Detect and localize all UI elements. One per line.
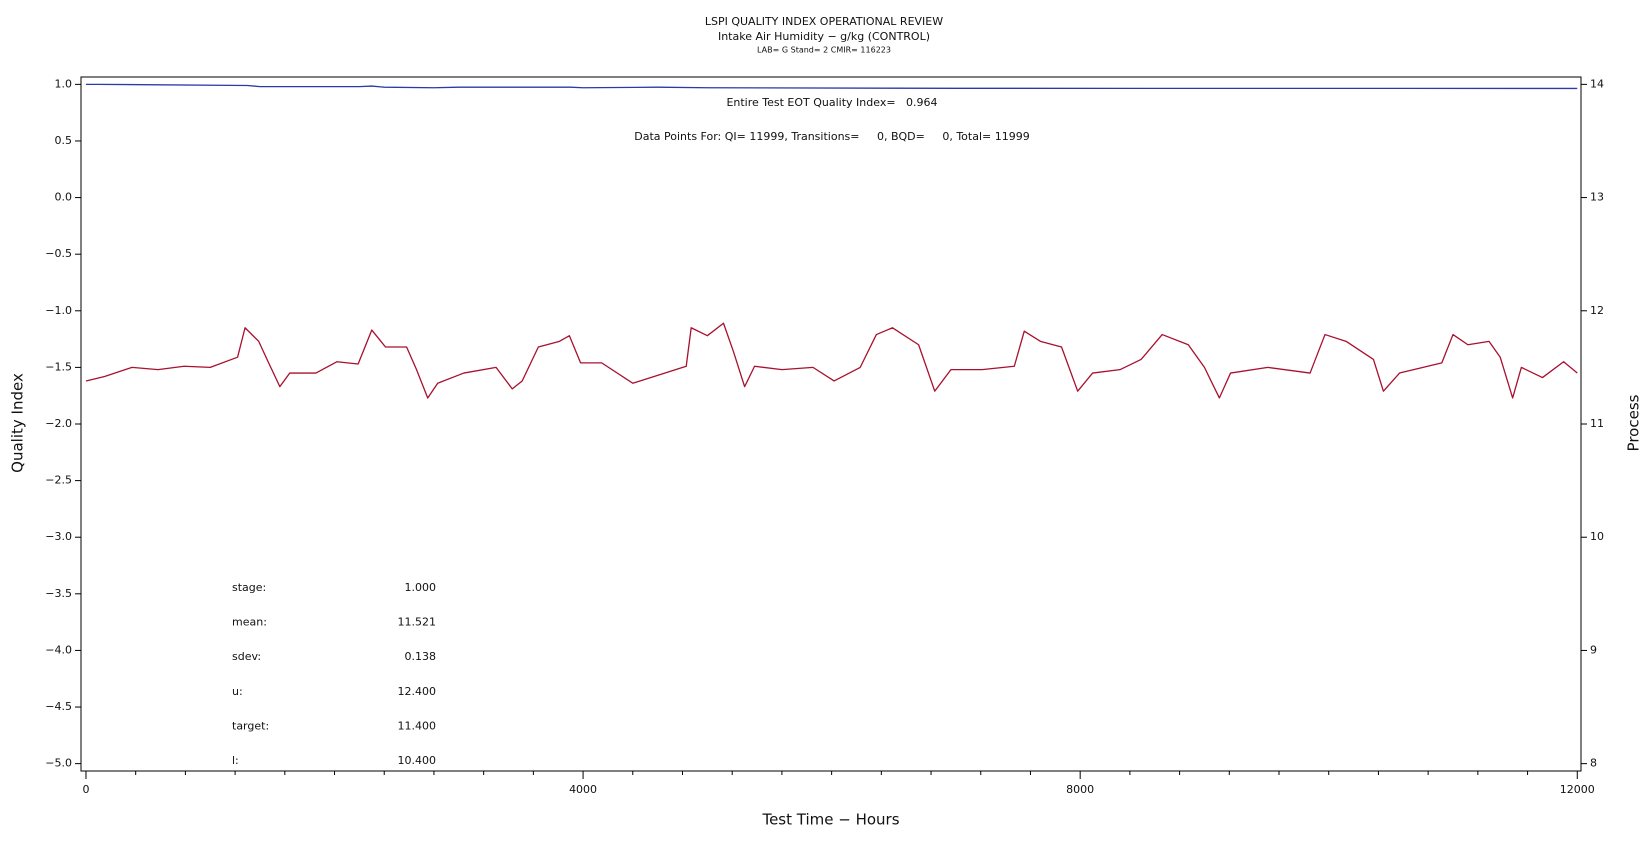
y-tick-label: −3.0 <box>45 530 72 543</box>
stat-label: u: <box>232 685 243 698</box>
stat-label: stage: <box>232 581 266 594</box>
stat-value: 10.400 <box>398 754 437 767</box>
stat-label: mean: <box>232 616 267 629</box>
stat-value: 12.400 <box>398 685 437 698</box>
y2-tick-label: 9 <box>1590 643 1597 656</box>
y-tick-label: −2.0 <box>45 417 72 430</box>
y-tick-label: −3.5 <box>45 587 72 600</box>
y-tick-label: −1.0 <box>45 304 72 317</box>
data-line <box>85 83 1578 90</box>
x-tick-label: 8000 <box>1066 783 1094 796</box>
y-tick-label: −4.5 <box>45 700 72 713</box>
stat-value: 0.138 <box>405 650 437 663</box>
x-tick-label: 0 <box>82 783 89 796</box>
y-tick-label: −1.5 <box>45 360 72 373</box>
data-line <box>85 322 1578 399</box>
chart-subtitle: LAB= G Stand= 2 CMIR= 116223 <box>757 46 891 55</box>
y-tick-label: 0.5 <box>55 134 73 147</box>
y-tick-label: −0.5 <box>45 247 72 260</box>
y-tick-label: −2.5 <box>45 474 72 487</box>
stat-value: 11.400 <box>398 719 437 732</box>
stat-label: target: <box>232 719 269 732</box>
y2-tick-label: 13 <box>1590 191 1604 204</box>
annotation: Data Points For: QI= 11999, Transitions=… <box>634 130 1029 143</box>
annotation: Entire Test EOT Quality Index= 0.964 <box>726 96 937 109</box>
stat-label: sdev: <box>232 650 261 663</box>
y2-tick-label: 14 <box>1590 77 1604 90</box>
stat-value: 11.521 <box>398 616 437 629</box>
y-tick-label: −5.0 <box>45 757 72 770</box>
y2-tick-label: 8 <box>1590 757 1597 770</box>
y-tick-label: 0.0 <box>55 191 73 204</box>
stat-value: 1.000 <box>405 581 437 594</box>
stat-label: l: <box>232 754 239 767</box>
chart-subtitle: Intake Air Humidity − g/kg (CONTROL) <box>718 30 930 43</box>
x-axis-label: Test Time − Hours <box>761 811 899 829</box>
y2-tick-label: 11 <box>1590 417 1604 430</box>
y2-tick-label: 10 <box>1590 530 1604 543</box>
x-tick-label: 4000 <box>569 783 597 796</box>
y-axis-label: Quality Index <box>9 373 27 473</box>
x-tick-label: 12000 <box>1560 783 1595 796</box>
plot-frame <box>80 76 1582 772</box>
chart-title: LSPI QUALITY INDEX OPERATIONAL REVIEW <box>705 15 943 28</box>
y2-axis-label: Process <box>1625 394 1643 451</box>
y-tick-label: 1.0 <box>55 77 73 90</box>
y-tick-label: −4.0 <box>45 643 72 656</box>
y2-tick-label: 12 <box>1590 304 1604 317</box>
